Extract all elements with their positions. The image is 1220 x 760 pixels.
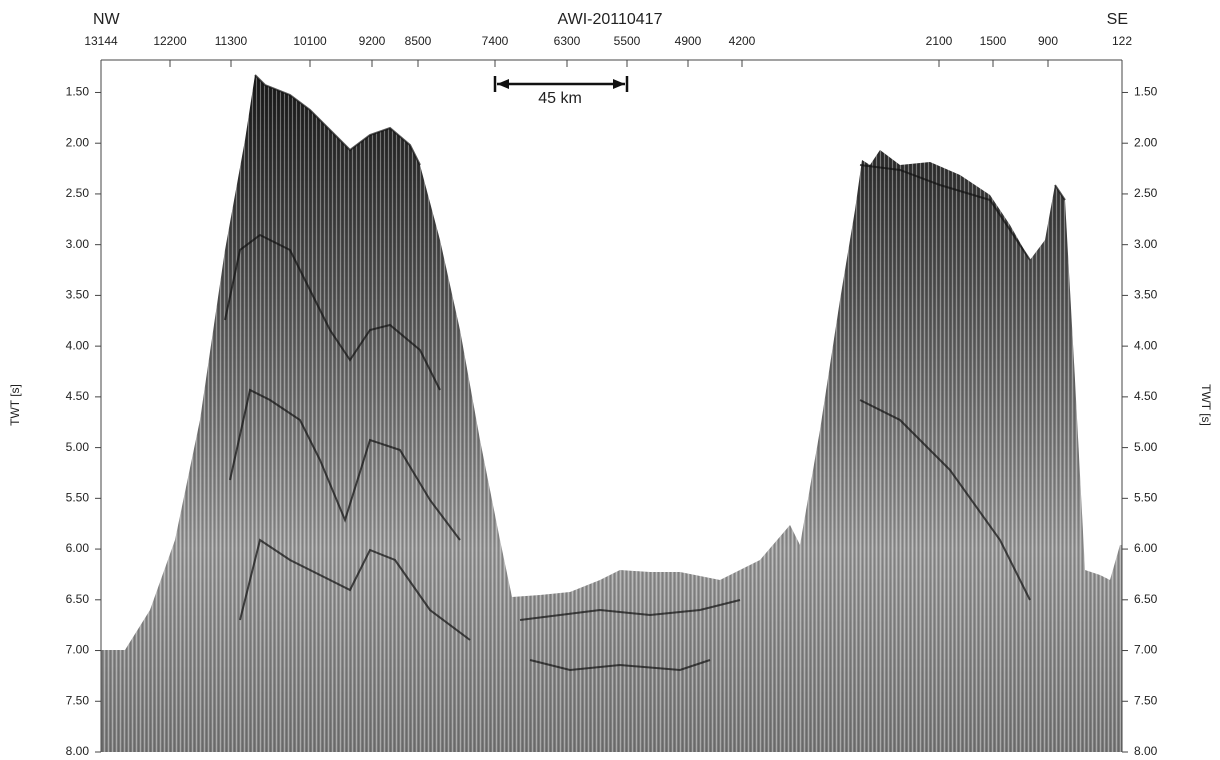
y-tick-label: 4.00 — [66, 338, 90, 352]
y2-tick-label: 8.00 — [1134, 744, 1158, 758]
y-tick-label: 1.50 — [66, 85, 90, 99]
y-tick-label: 2.00 — [66, 135, 90, 149]
scale-bar-arrow — [497, 79, 509, 89]
y2-axis-label: TWT [s] — [1199, 384, 1213, 426]
y2-tick-label: 3.00 — [1134, 237, 1158, 251]
y2-tick-label: 4.00 — [1134, 338, 1158, 352]
y-tick-label: 6.00 — [66, 541, 90, 555]
y-tick-label: 3.00 — [66, 237, 90, 251]
y-tick-label: 5.50 — [66, 491, 90, 505]
y-axis-label: TWT [s] — [8, 384, 22, 426]
chart-title: AWI-20110417 — [558, 11, 663, 28]
scale-bar: 45 km — [495, 76, 627, 107]
y-tick-label: 3.50 — [66, 288, 90, 302]
x-tick-label: 8500 — [405, 34, 432, 48]
y2-tick-label: 6.50 — [1134, 592, 1158, 606]
y2-tick-label: 5.00 — [1134, 440, 1158, 454]
y-tick-label: 4.50 — [66, 389, 90, 403]
y2-tick-label: 3.50 — [1134, 288, 1158, 302]
y2-tick-label: 4.50 — [1134, 389, 1158, 403]
y2-tick-label: 2.50 — [1134, 186, 1158, 200]
x-tick-label: 122 — [1112, 34, 1132, 48]
x-tick-label: 13144 — [84, 34, 118, 48]
y-tick-label: 2.50 — [66, 186, 90, 200]
x-tick-label: 4200 — [729, 34, 756, 48]
y-tick-label: 7.50 — [66, 693, 90, 707]
x-tick-label: 1500 — [980, 34, 1007, 48]
x-tick-label: 2100 — [926, 34, 953, 48]
x-tick-label: 4900 — [675, 34, 702, 48]
right-direction: SE — [1107, 11, 1128, 28]
y2-tick-label: 7.50 — [1134, 693, 1158, 707]
page: {"chart_data": { "type": "seismic-profil… — [0, 0, 1220, 760]
y2-tick-label: 7.00 — [1134, 643, 1158, 657]
y2-tick-label: 2.00 — [1134, 135, 1158, 149]
x-tick-label: 900 — [1038, 34, 1058, 48]
y-tick-label: 5.00 — [66, 440, 90, 454]
y2-tick-label: 6.00 — [1134, 541, 1158, 555]
x-tick-label: 7400 — [482, 34, 509, 48]
seismic-image — [101, 75, 1122, 752]
y2-tick-label: 1.50 — [1134, 85, 1158, 99]
left-direction: NW — [93, 11, 121, 28]
y2-tick-label: 5.50 — [1134, 491, 1158, 505]
scale-bar-label: 45 km — [538, 90, 582, 107]
x-tick-label: 11300 — [215, 34, 248, 48]
x-tick-label: 9200 — [359, 34, 386, 48]
y-tick-label: 8.00 — [66, 744, 90, 758]
scale-bar-arrow — [613, 79, 625, 89]
x-tick-label: 10100 — [293, 34, 327, 48]
x-tick-label: 12200 — [153, 34, 187, 48]
y-tick-label: 7.00 — [66, 643, 90, 657]
chart: NW SE AWI-20110417 TWT [s] TWT [s] 45 km… — [0, 0, 1220, 760]
y-tick-label: 6.50 — [66, 592, 90, 606]
x-tick-label: 5500 — [614, 34, 641, 48]
x-tick-label: 6300 — [554, 34, 581, 48]
